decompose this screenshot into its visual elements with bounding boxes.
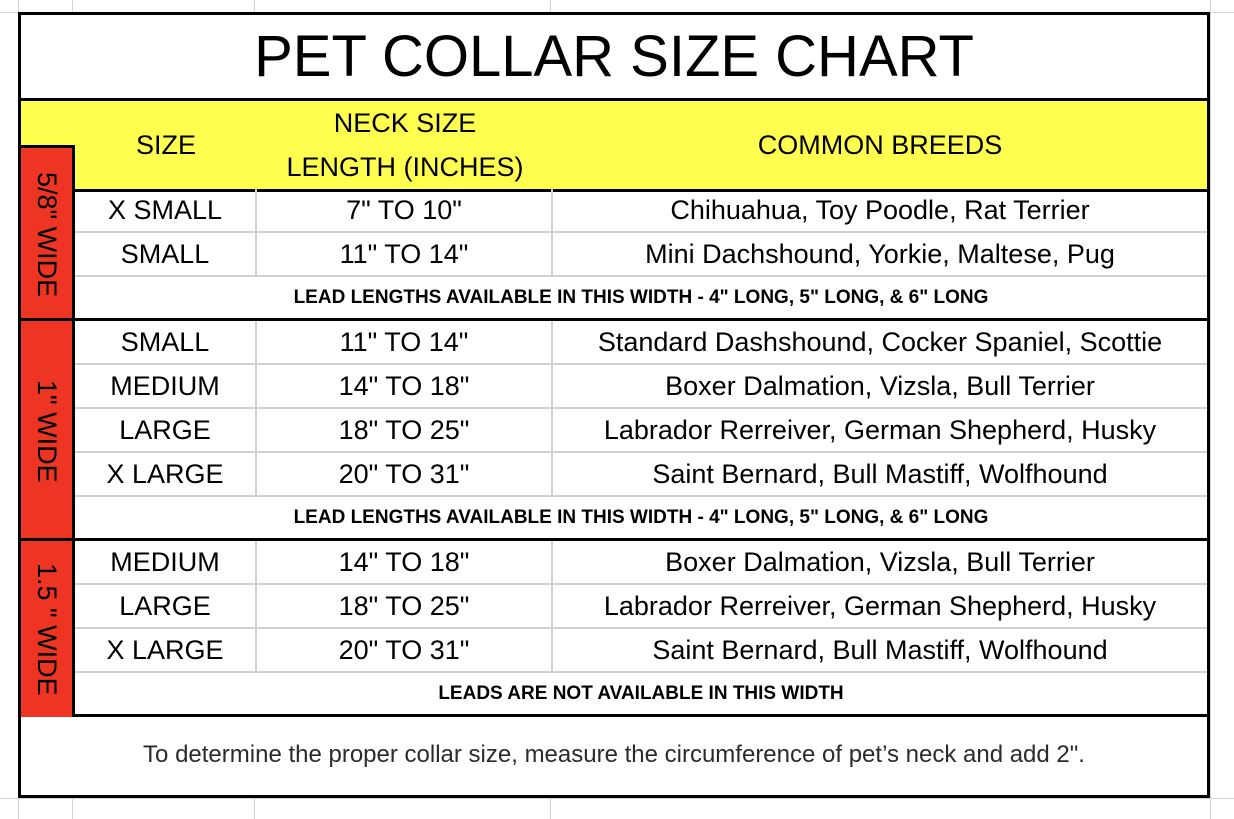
neck-size-cell: 7" TO 10"	[257, 189, 553, 233]
collar-width-label: 1" WIDE	[21, 318, 75, 541]
size-cell: X SMALL	[75, 189, 257, 233]
collar-width-text: 1.5 " WIDE	[32, 562, 62, 696]
sheet-gridline	[0, 798, 1234, 799]
size-cell: SMALL	[75, 233, 257, 277]
breeds-cell: Boxer Dalmation, Vizsla, Bull Terrier	[553, 365, 1207, 409]
size-cell: LARGE	[75, 585, 257, 629]
size-cell: MEDIUM	[75, 365, 257, 409]
neck-size-cell: 11" TO 14"	[257, 233, 553, 277]
collar-width-label: 1.5 " WIDE	[21, 538, 75, 717]
size-cell: X LARGE	[75, 453, 257, 497]
neck-size-cell: 18" TO 25"	[257, 409, 553, 453]
breeds-cell: Chihuahua, Toy Poodle, Rat Terrier	[553, 189, 1207, 233]
chart-title: PET COLLAR SIZE CHART	[21, 15, 1207, 101]
breeds-cell: Mini Dachshound, Yorkie, Maltese, Pug	[553, 233, 1207, 277]
size-cell: SMALL	[75, 321, 257, 365]
collar-width-text: 5/8" WIDE	[32, 171, 62, 298]
header-common-breeds: COMMON BREEDS	[757, 130, 1003, 160]
collar-size-chart: PET COLLAR SIZE CHART SIZE NECK SIZE LEN…	[18, 12, 1210, 798]
size-cell: LARGE	[75, 409, 257, 453]
neck-size-cell: 14" TO 18"	[257, 541, 553, 585]
breeds-cell: Labrador Rerreiver, German Shepherd, Hus…	[553, 585, 1207, 629]
breeds-cell: Boxer Dalmation, Vizsla, Bull Terrier	[553, 541, 1207, 585]
collar-width-text: 1" WIDE	[32, 379, 62, 483]
size-cell: X LARGE	[75, 629, 257, 673]
lead-availability-note: LEAD LENGTHS AVAILABLE IN THIS WIDTH - 4…	[75, 497, 1207, 541]
footer-note: To determine the proper collar size, mea…	[143, 741, 1085, 768]
neck-size-cell: 18" TO 25"	[257, 585, 553, 629]
header-row	[21, 101, 1207, 192]
collar-width-label: 5/8" WIDE	[21, 145, 75, 321]
size-cell: MEDIUM	[75, 541, 257, 585]
breeds-cell: Saint Bernard, Bull Mastiff, Wolfhound	[553, 453, 1207, 497]
neck-size-cell: 20" TO 31"	[257, 453, 553, 497]
header-neck-line2: LENGTH (INCHES)	[286, 152, 524, 182]
breeds-cell: Saint Bernard, Bull Mastiff, Wolfhound	[553, 629, 1207, 673]
lead-availability-note: LEAD LENGTHS AVAILABLE IN THIS WIDTH - 4…	[75, 277, 1207, 321]
header-neck-size: NECK SIZE LENGTH (INCHES)	[257, 101, 553, 189]
sheet-gridline	[1210, 0, 1211, 819]
breeds-cell: Labrador Rerreiver, German Shepherd, Hus…	[553, 409, 1207, 453]
neck-size-cell: 11" TO 14"	[257, 321, 553, 365]
lead-availability-note: LEADS ARE NOT AVAILABLE IN THIS WIDTH	[75, 673, 1207, 717]
breeds-cell: Standard Dashshound, Cocker Spaniel, Sco…	[553, 321, 1207, 365]
header-neck-line1: NECK SIZE	[333, 108, 477, 138]
header-size: SIZE	[135, 130, 196, 160]
neck-size-cell: 20" TO 31"	[257, 629, 553, 673]
neck-size-cell: 14" TO 18"	[257, 365, 553, 409]
